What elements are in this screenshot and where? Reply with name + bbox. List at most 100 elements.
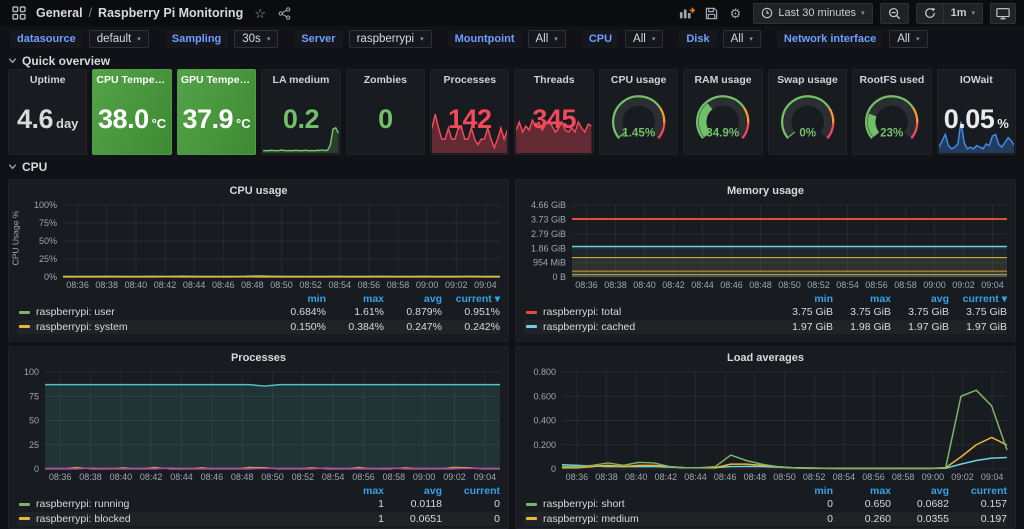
stat-panel-title[interactable]: Swap usage [777, 74, 838, 86]
svg-text:08:44: 08:44 [170, 472, 193, 482]
chart-panel-title[interactable]: Load averages [726, 352, 805, 364]
stat-panel-title[interactable]: Uptime [29, 74, 66, 86]
chart-panel-title[interactable]: Processes [230, 352, 287, 364]
legend-row: raspberrypi: total 3.75 GiB 3.75 GiB 3.75 G… [524, 305, 1007, 320]
variable-value-dropdown[interactable]: All ▾ [527, 30, 566, 48]
series-color-swatch [19, 517, 30, 521]
legend-column-max[interactable]: max [869, 292, 891, 305]
legend-column-min[interactable]: min [814, 484, 833, 497]
gauge-value: 1.45% [622, 127, 656, 140]
add-panel-button[interactable] [676, 2, 698, 24]
stat-panel-title[interactable]: Zombies [363, 74, 407, 86]
dashboards-grid-icon[interactable] [8, 2, 30, 24]
series-label[interactable]: raspberrypi: system [36, 320, 128, 333]
series-label[interactable]: raspberrypi: short [543, 498, 625, 511]
save-dashboard-button[interactable] [700, 2, 722, 24]
variable-value-dropdown[interactable]: All ▾ [889, 30, 928, 48]
refresh-interval-dropdown[interactable]: 1m ▾ [943, 2, 983, 24]
refresh-button[interactable] [915, 2, 944, 24]
variable-value-dropdown[interactable]: All ▾ [625, 30, 664, 48]
series-label[interactable]: raspberrypi: medium [543, 512, 639, 525]
series-label[interactable]: raspberrypi: cached [543, 320, 636, 333]
variable-value-dropdown[interactable]: raspberrypi ▾ [348, 30, 432, 48]
legend-column-current[interactable]: current ▾ [962, 292, 1007, 305]
svg-text:08:40: 08:40 [633, 280, 656, 290]
legend-column-current[interactable]: current ▾ [455, 292, 500, 305]
refresh-icon [924, 8, 935, 18]
stat-panel-title[interactable]: LA medium [272, 74, 330, 86]
variable-label[interactable]: Sampling [164, 30, 229, 48]
plot-area[interactable]: CPU Usage % 100% 75% 50% 25% 0% 08:36 08:38 08:4… [9, 199, 508, 291]
stat-number: 0.05 [943, 103, 995, 134]
svg-text:09:02: 09:02 [951, 472, 974, 482]
zoom-out-icon [888, 7, 900, 19]
variable-label[interactable]: Server [294, 30, 343, 48]
legend-column-max[interactable]: max [362, 484, 384, 497]
legend-column-current[interactable]: current [463, 484, 500, 497]
variable-label[interactable]: Mountpoint [447, 30, 522, 48]
svg-text:08:42: 08:42 [140, 472, 163, 482]
save-icon [705, 7, 718, 19]
legend-value: 1.61% [354, 306, 384, 319]
variable-label[interactable]: datasource [10, 30, 83, 48]
svg-text:08:46: 08:46 [201, 472, 224, 482]
variable-value-dropdown[interactable]: default ▾ [88, 30, 149, 48]
kiosk-mode-button[interactable] [990, 2, 1016, 24]
legend-column-min[interactable]: min [307, 292, 326, 305]
time-range-picker[interactable]: Last 30 minutes ▾ [753, 2, 873, 24]
chart-panel-title[interactable]: Memory usage [726, 185, 805, 197]
variable-label[interactable]: Network interface [776, 30, 884, 48]
section-cpu[interactable]: CPU [0, 158, 1024, 175]
series-label[interactable]: raspberrypi: user [36, 306, 115, 319]
series-label[interactable]: raspberrypi: total [543, 306, 622, 319]
legend-column-max[interactable]: max [362, 292, 384, 305]
series-label[interactable]: raspberrypi: running [36, 498, 130, 511]
variable-label[interactable]: CPU [581, 30, 620, 48]
variable-value-dropdown[interactable]: All ▾ [722, 30, 761, 48]
section-quick-overview[interactable]: Quick overview [0, 52, 1024, 69]
stat-panel-title[interactable]: CPU usage [610, 74, 667, 86]
legend-column-avg[interactable]: avg [423, 484, 442, 497]
legend-row: raspberrypi: running 1 0.0118 0 [17, 497, 500, 512]
legend-column-avg[interactable]: avg [930, 292, 949, 305]
series-label[interactable]: raspberrypi: blocked [36, 512, 131, 525]
series-color-swatch [526, 502, 537, 506]
legend-value: 3.75 GiB [850, 306, 891, 319]
plot-area[interactable]: 4.66 GiB 3.73 GiB 2.79 GiB 1.86 GiB 954 MiB 0… [516, 199, 1015, 291]
legend-row-clipped: ············ [524, 334, 1008, 339]
dashboard-settings-button[interactable]: ⚙ [724, 2, 746, 24]
stat-panel-title[interactable]: GPU Temperat... [180, 74, 256, 86]
variable-value: All [633, 33, 646, 45]
legend-value: 0.0682 [916, 498, 949, 511]
svg-text:2.79 GiB: 2.79 GiB [531, 229, 566, 239]
svg-text:09:00: 09:00 [416, 280, 439, 290]
stat-panel-title[interactable]: RAM usage [694, 74, 752, 86]
legend-column-avg[interactable]: avg [423, 292, 442, 305]
variable-value-dropdown[interactable]: 30s ▾ [234, 30, 279, 48]
stat-panel-title[interactable]: IOWait [959, 74, 993, 86]
stat-panel-title[interactable]: Processes [443, 74, 497, 86]
panel-cpu-temperat: CPU Temperat... 38.0 °C [92, 69, 172, 155]
stat-panel-title[interactable]: RootFS used [859, 74, 925, 86]
plot-area[interactable]: 0.800 0.600 0.400 0.200 0 08:36 08:38 08:40 08:4… [516, 366, 1015, 483]
chart-panel-title[interactable]: CPU usage [229, 185, 288, 197]
time-range-label: Last 30 minutes [778, 7, 857, 19]
legend-column-avg[interactable]: avg [930, 484, 949, 497]
breadcrumb-folder[interactable]: General [36, 6, 83, 20]
stat-panel-title[interactable]: Threads [533, 74, 575, 86]
legend-column-max[interactable]: max [869, 484, 891, 497]
legend-column-current[interactable]: current [970, 484, 1007, 497]
legend-column-min[interactable]: min [814, 292, 833, 305]
share-dashboard-button[interactable] [273, 2, 295, 24]
stat-unit: °C [151, 115, 167, 131]
stat-panel-title[interactable]: CPU Temperat... [96, 74, 171, 86]
stat-unit: day [56, 115, 79, 131]
zoom-out-time-button[interactable] [879, 2, 909, 24]
legend-value: 1 [378, 512, 384, 525]
star-dashboard-button[interactable]: ☆ [249, 2, 271, 24]
legend-row: raspberrypi: blocked 1 0.0651 0 [17, 512, 500, 527]
variable-mountpoint: Mountpoint All ▾ [447, 30, 566, 48]
variable-label[interactable]: Disk [679, 30, 717, 48]
plot-area[interactable]: 100 75 50 25 0 08:36 08:38 08:40 08:42 08:44 08:46… [9, 366, 508, 483]
gauge-wrap: 34.9% [684, 83, 761, 153]
